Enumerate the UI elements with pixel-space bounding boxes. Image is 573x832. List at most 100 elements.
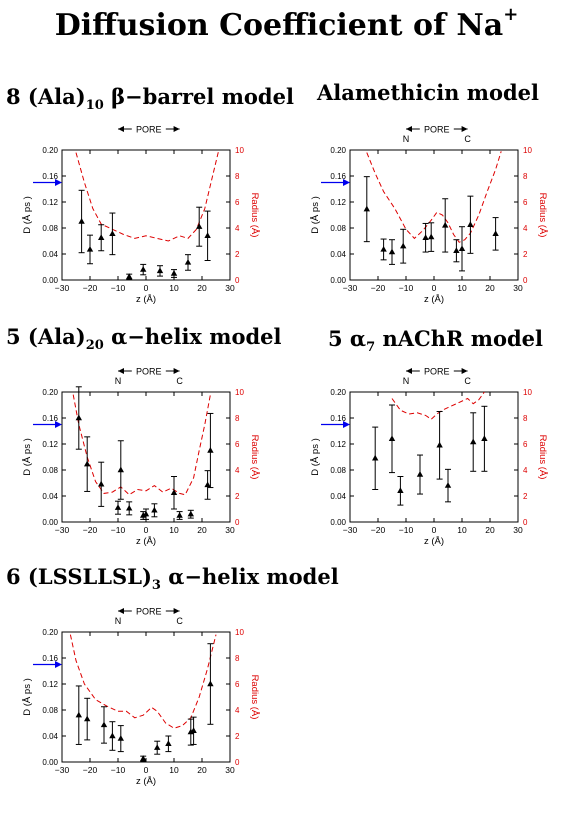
y-tick-label-right: 0 bbox=[235, 758, 240, 767]
x-tick-label: 10 bbox=[457, 525, 467, 535]
data-point-triangle bbox=[154, 744, 161, 750]
pore-arrowhead-left bbox=[118, 608, 124, 614]
y-tick-label-left: 0.12 bbox=[330, 440, 346, 449]
bulk-value-arrowhead bbox=[343, 179, 350, 186]
y-tick-label-left: 0.08 bbox=[42, 706, 58, 715]
data-point-triangle bbox=[84, 715, 91, 722]
pore-label-bg bbox=[419, 123, 454, 135]
data-point-triangle bbox=[140, 266, 147, 272]
bulk-value-arrowhead bbox=[55, 421, 62, 428]
y-tick-label-left: 0.04 bbox=[42, 492, 58, 501]
data-point-triangle bbox=[126, 273, 133, 279]
y-tick-label-right: 10 bbox=[235, 628, 244, 637]
panel-title-alamethicin: Alamethicin model bbox=[317, 80, 539, 105]
data-point-triangle bbox=[204, 481, 211, 488]
data-point-triangle bbox=[380, 245, 387, 252]
x-tick-label: 0 bbox=[144, 283, 149, 293]
y-tick-label-left: 0.04 bbox=[330, 492, 346, 501]
data-point-triangle bbox=[428, 233, 435, 240]
pore-label-bg bbox=[419, 365, 454, 377]
data-point-triangle bbox=[117, 735, 124, 741]
y-tick-label-right: 6 bbox=[235, 198, 240, 207]
y-tick-label-right: 0 bbox=[235, 276, 240, 285]
x-tick-label: −20 bbox=[83, 765, 98, 775]
x-tick-label: 0 bbox=[144, 765, 149, 775]
data-point-triangle bbox=[78, 218, 85, 224]
pore-n-terminus-label: N bbox=[403, 134, 410, 144]
y-tick-label-left: 0.16 bbox=[330, 172, 346, 181]
y-tick-label-right: 8 bbox=[235, 654, 240, 663]
y-axis-label-left: D (Å ps ) bbox=[22, 678, 33, 715]
pore-arrowhead-left bbox=[406, 368, 412, 374]
radius-curve bbox=[391, 391, 485, 420]
x-tick-label: −30 bbox=[343, 525, 358, 535]
data-point-triangle bbox=[151, 506, 158, 513]
data-point-triangle bbox=[109, 230, 116, 237]
y-tick-label-left: 0.00 bbox=[330, 518, 346, 527]
data-point-triangle bbox=[170, 489, 178, 495]
x-tick-label: 20 bbox=[197, 283, 207, 293]
data-point-triangle bbox=[190, 727, 197, 733]
x-axis-label: z (Å) bbox=[136, 776, 156, 787]
y-tick-label-right: 4 bbox=[523, 466, 528, 475]
y-axis-label-left: D (Å ps ) bbox=[22, 196, 33, 233]
y-tick-label-right: 2 bbox=[523, 250, 528, 259]
radius-curve bbox=[69, 634, 217, 729]
pore-n-terminus-label: N bbox=[403, 376, 410, 386]
y-tick-label-left: 0.16 bbox=[42, 654, 58, 663]
data-point-triangle bbox=[400, 242, 407, 249]
pore-label-bg bbox=[131, 365, 166, 377]
data-point-triangle bbox=[187, 510, 194, 517]
pore-c-terminus-label: C bbox=[176, 616, 183, 626]
pore-arrowhead-left bbox=[118, 126, 124, 132]
y-tick-label-right: 4 bbox=[235, 706, 240, 715]
data-point-triangle bbox=[114, 504, 122, 510]
y-tick-label-left: 0.08 bbox=[42, 224, 58, 233]
data-point-triangle bbox=[126, 504, 133, 511]
pore-label-bg bbox=[131, 123, 166, 135]
x-tick-label: −10 bbox=[111, 283, 126, 293]
pore-label: PORE bbox=[424, 367, 450, 377]
y-tick-label-left: 0.12 bbox=[42, 680, 58, 689]
data-point-triangle bbox=[444, 482, 452, 488]
data-point-triangle bbox=[75, 414, 82, 421]
y-axis-label-right: Radius (Å) bbox=[249, 675, 260, 720]
y-axis-label-left: D (Å ps ) bbox=[310, 438, 321, 475]
y-tick-label-left: 0.20 bbox=[42, 388, 58, 397]
panel-title-ala20: 5 (Ala)20 α−helix model bbox=[6, 324, 282, 354]
x-tick-label: 20 bbox=[197, 525, 207, 535]
y-tick-label-left: 0.12 bbox=[42, 198, 58, 207]
data-point-triangle bbox=[453, 247, 460, 253]
x-tick-label: −20 bbox=[83, 525, 98, 535]
pore-c-terminus-label: C bbox=[464, 134, 471, 144]
data-point-triangle bbox=[207, 680, 214, 687]
pore-label: PORE bbox=[136, 607, 162, 617]
x-tick-label: −20 bbox=[371, 525, 386, 535]
x-tick-label: 20 bbox=[485, 525, 495, 535]
x-axis-label: z (Å) bbox=[136, 294, 156, 305]
data-point-triangle bbox=[458, 245, 466, 251]
y-tick-label-right: 2 bbox=[523, 492, 528, 501]
y-tick-label-right: 10 bbox=[235, 146, 244, 155]
y-tick-label-right: 6 bbox=[235, 680, 240, 689]
x-tick-label: −30 bbox=[55, 765, 70, 775]
y-tick-label-left: 0.08 bbox=[42, 466, 58, 475]
y-tick-label-left: 0.00 bbox=[330, 276, 346, 285]
bulk-value-arrowhead bbox=[55, 179, 62, 186]
x-tick-label: −30 bbox=[55, 525, 70, 535]
data-point-triangle bbox=[170, 270, 178, 276]
x-tick-label: −10 bbox=[111, 765, 126, 775]
y-tick-label-right: 8 bbox=[235, 172, 240, 181]
x-axis-label: z (Å) bbox=[424, 536, 444, 547]
data-point-triangle bbox=[109, 732, 116, 739]
data-point-triangle bbox=[442, 221, 449, 228]
data-point-triangle bbox=[372, 454, 379, 461]
data-point-triangle bbox=[436, 441, 443, 448]
radius-curve bbox=[366, 151, 502, 243]
x-tick-label: 10 bbox=[169, 765, 179, 775]
pore-arrowhead-left bbox=[406, 126, 412, 132]
y-tick-label-right: 6 bbox=[523, 440, 528, 449]
